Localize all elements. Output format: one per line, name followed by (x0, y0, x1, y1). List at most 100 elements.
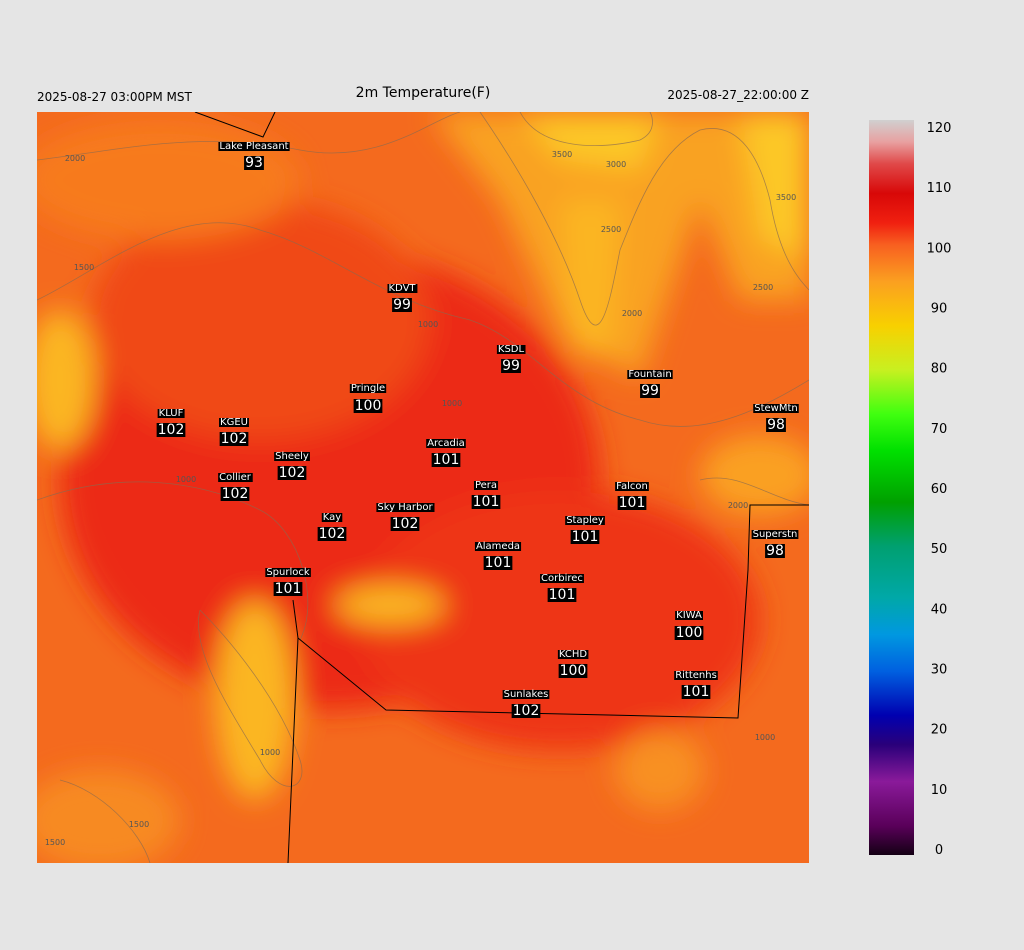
colorbar-tick-label: 100 (927, 241, 952, 256)
label-box (387, 284, 418, 293)
station-value: 101 (683, 684, 710, 700)
station-name: Sky Harbor (377, 502, 433, 513)
contour-label: 1500 (45, 838, 65, 847)
colorbar-tick-label: 10 (931, 783, 948, 798)
station: Rittenhs 101 (674, 670, 718, 700)
station: Spurlock 101 (265, 567, 311, 597)
station: KCHD 100 (557, 649, 589, 679)
label-box (471, 495, 501, 509)
label-box (218, 473, 253, 482)
label-box (674, 671, 718, 680)
label-box (265, 568, 311, 577)
contour-label: 2500 (601, 225, 621, 234)
station: Kay 102 (317, 512, 347, 542)
colorbar-tick-label: 0 (935, 843, 943, 858)
station-value: 102 (319, 526, 346, 542)
station-value: 101 (433, 452, 460, 468)
station-name: Alameda (476, 541, 520, 552)
label-box (426, 439, 466, 448)
colorbar-tick-label: 110 (927, 181, 952, 196)
label-box (219, 432, 249, 446)
station-name: KDVT (388, 283, 416, 294)
label-box (390, 517, 420, 531)
station-name: Sunlakes (504, 689, 549, 700)
station-value: 101 (485, 555, 512, 571)
label-box (502, 690, 550, 699)
station: Sky Harbor 102 (376, 502, 435, 532)
station-value: 93 (245, 155, 263, 171)
label-box (277, 466, 307, 480)
station: Fountain 99 (627, 369, 673, 399)
label-box (558, 664, 588, 678)
station: Corbirec 101 (540, 573, 584, 603)
label-box (627, 370, 673, 379)
contour-label: 3500 (776, 193, 796, 202)
label-box (157, 409, 185, 418)
station: Stapley 101 (565, 515, 605, 545)
station-name: KSDL (498, 344, 525, 355)
colorbar-tick-label: 120 (927, 121, 952, 136)
station: Collier 102 (218, 472, 253, 502)
label-box (376, 503, 435, 512)
station-name: Collier (219, 472, 252, 483)
label-box (674, 626, 704, 640)
contour-label: 2000 (65, 154, 85, 163)
station-name: Rittenhs (675, 670, 717, 681)
station-value: 102 (513, 703, 540, 719)
label-box (681, 685, 711, 699)
station: Pera 101 (471, 480, 501, 510)
label-box (219, 418, 249, 427)
contour-label: 1000 (260, 748, 280, 757)
station: Sunlakes 102 (502, 689, 550, 719)
contour-label: 3500 (552, 150, 572, 159)
station-name: Arcadia (427, 438, 465, 449)
label-box (496, 345, 526, 354)
station: KDVT 99 (387, 283, 418, 313)
station-name: KCHD (559, 649, 588, 660)
label-box (675, 611, 703, 620)
station-value: 102 (158, 422, 185, 438)
label-box (392, 298, 412, 312)
station-value: 100 (560, 663, 587, 679)
station-value: 101 (275, 581, 302, 597)
contour-label: 2000 (728, 501, 748, 510)
label-box (274, 452, 310, 461)
contour-label: 1000 (442, 399, 462, 408)
map-title: 2m Temperature(F) (356, 85, 491, 101)
station-value: 102 (222, 486, 249, 502)
label-box (557, 650, 589, 659)
label-box (349, 384, 387, 393)
label-box (321, 513, 343, 522)
contour-label: 1000 (418, 320, 438, 329)
station-value: 101 (473, 494, 500, 510)
label-box (753, 404, 799, 413)
station-name: Sheely (275, 451, 309, 462)
label-box (483, 556, 513, 570)
label-box (547, 588, 577, 602)
label-box (751, 530, 799, 539)
colorbar-tick-label: 50 (931, 542, 948, 557)
station: KSDL 99 (496, 344, 526, 374)
station-value: 99 (393, 297, 411, 313)
station: Superstn 98 (751, 529, 799, 559)
valid-local: 2025-08-27 03:00PM MST (37, 90, 193, 104)
label-box (615, 482, 649, 491)
station-name: KIWA (676, 610, 702, 621)
colorbar-tick-label: 30 (931, 663, 948, 678)
station: StewMtn 98 (753, 403, 799, 433)
contour-label: 1000 (755, 733, 775, 742)
contour-labels: 2000 3500 3000 2500 2000 3500 2500 1500 1000 1000… (45, 150, 796, 847)
label-box (273, 582, 303, 596)
station-value: 99 (641, 383, 659, 399)
station: Lake Pleasant 93 (218, 141, 290, 171)
contour-label: 1500 (129, 820, 149, 829)
contour-label: 3000 (606, 160, 626, 169)
station-value: 98 (767, 417, 785, 433)
label-box (501, 359, 521, 373)
label-box (317, 527, 347, 541)
label-box (220, 487, 250, 501)
station-name: Corbirec (541, 573, 583, 584)
station-value: 100 (676, 625, 703, 641)
label-box (431, 453, 461, 467)
